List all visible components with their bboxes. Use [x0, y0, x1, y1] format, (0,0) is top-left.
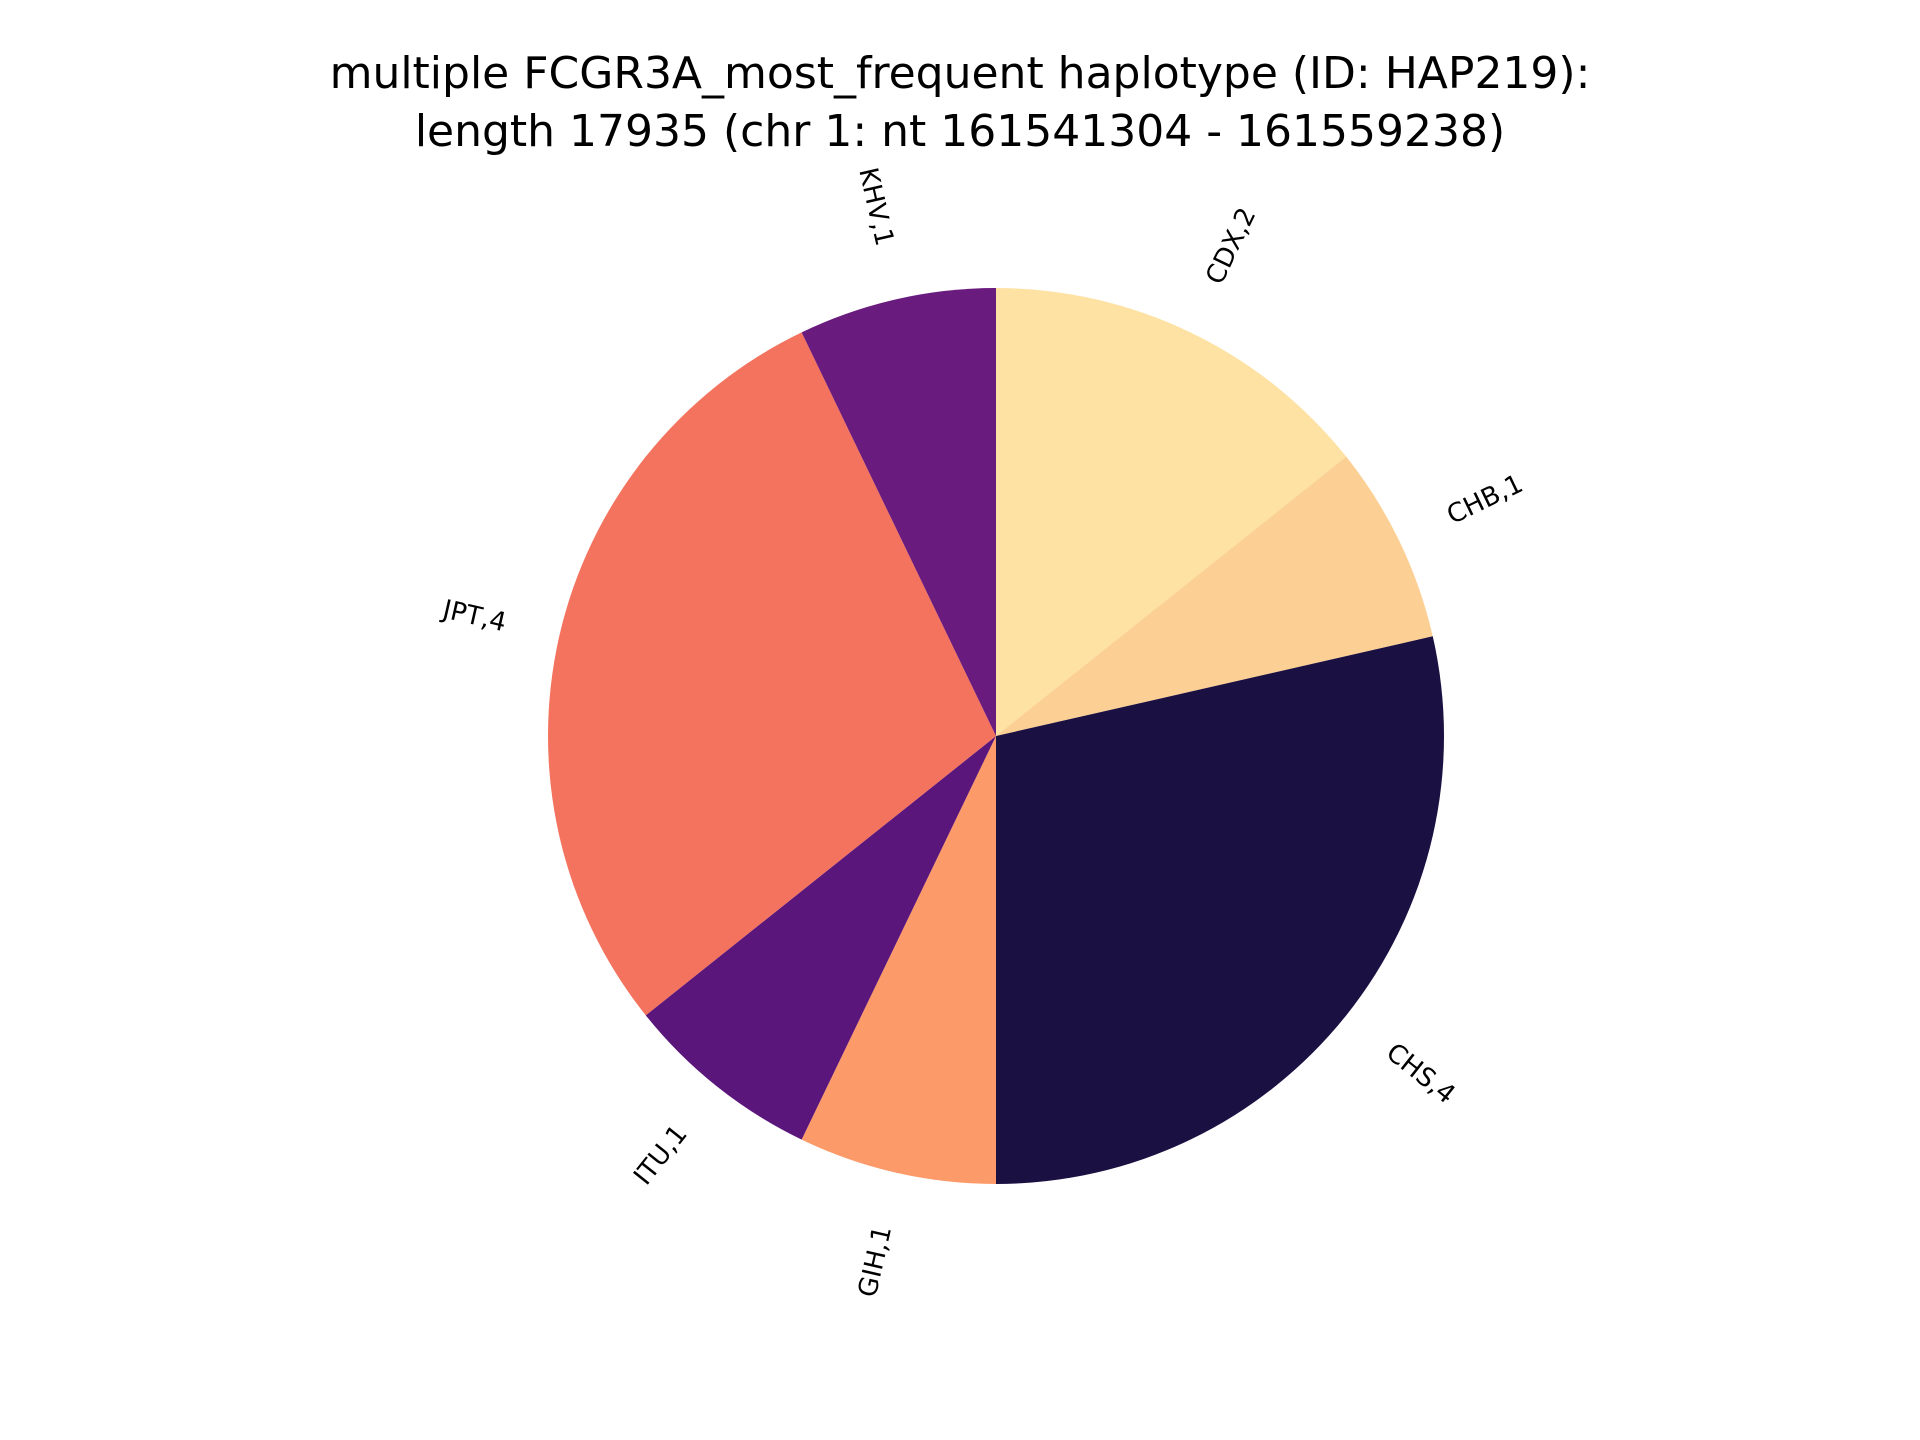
pie-slice-jpt	[548, 332, 996, 1016]
pie-slice-cdx	[996, 288, 1347, 736]
pie-label-cdx: CDX,2	[1200, 203, 1262, 289]
pie-slice-khv	[801, 288, 996, 736]
pie-slice-chs	[996, 636, 1444, 1184]
pie-label-khv: KHV,1	[852, 165, 899, 249]
pie-slice-gih	[801, 736, 996, 1184]
pie-slice-chb	[996, 456, 1433, 736]
pie-label-gih: GIH,1	[853, 1223, 898, 1300]
pie-label-chb: CHB,1	[1442, 469, 1527, 531]
pie-label-jpt: JPT,4	[438, 594, 509, 638]
pie-slices	[548, 288, 1444, 1184]
pie-slice-itu	[645, 736, 996, 1140]
pie-label-chs: CHS,4	[1380, 1037, 1460, 1110]
chart-title-line-1: multiple FCGR3A_most_frequent haplotype …	[329, 48, 1591, 99]
chart-title-line-2: length 17935 (chr 1: nt 161541304 - 1615…	[414, 106, 1506, 157]
pie-label-itu: ITU,1	[628, 1120, 693, 1191]
